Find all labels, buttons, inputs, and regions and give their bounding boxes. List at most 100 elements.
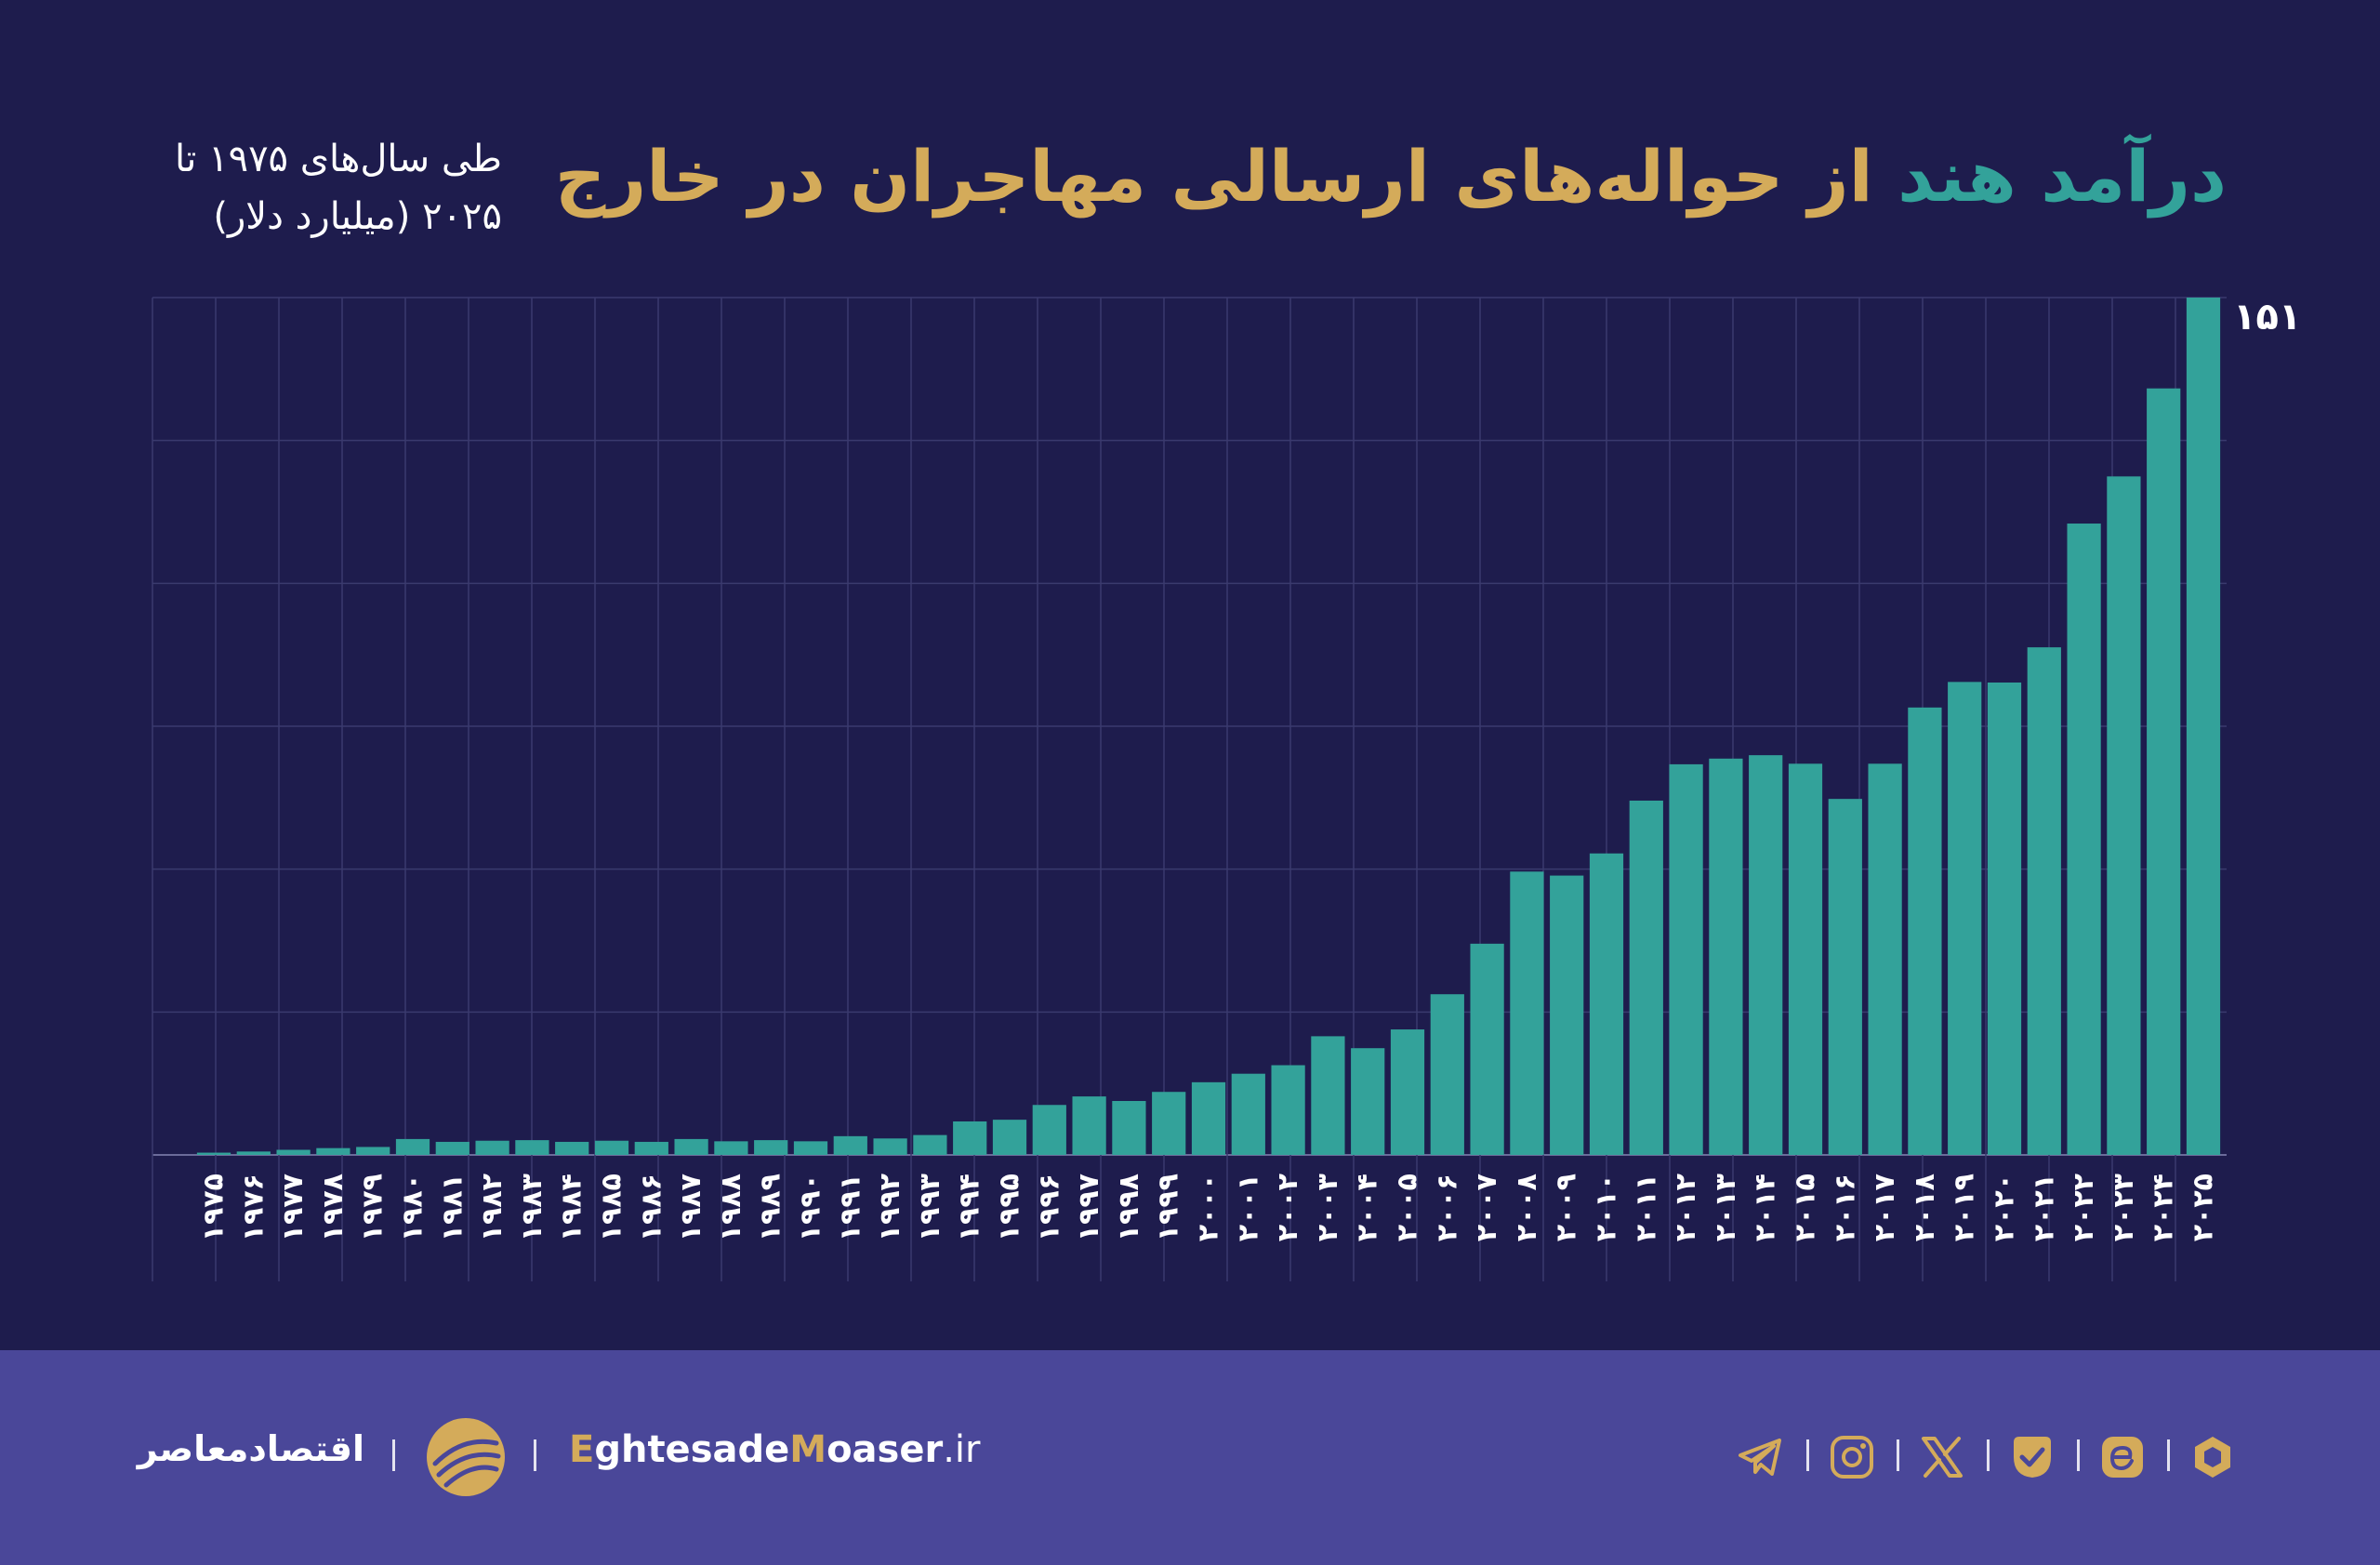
data-labels: ۱۵۱ (2233, 296, 2301, 338)
instagram-icon[interactable] (1828, 1433, 1876, 1481)
bar (1271, 1065, 1305, 1155)
bar (992, 1120, 1027, 1155)
x-tick-label: ۲۰۰۰ (1193, 1174, 1225, 1241)
x-tick-label: ۱۹۸۶ (635, 1174, 668, 1241)
x-tick-label: ۲۰۱۲ (1670, 1174, 1702, 1241)
x-tick-label: ۲۰۲۵ (2188, 1174, 2220, 1241)
bar (316, 1147, 350, 1155)
bar (515, 1140, 549, 1155)
telegram-icon[interactable] (1737, 1433, 1785, 1481)
bar (2067, 524, 2101, 1155)
x-tick-label: ۱۹۹۳ (914, 1174, 946, 1241)
bar (1072, 1096, 1106, 1155)
brand-logo-icon (427, 1418, 505, 1496)
bar (594, 1140, 629, 1155)
x-tick-label: ۱۹۹۸ (1113, 1174, 1145, 1241)
bar (1231, 1073, 1265, 1155)
divider (392, 1439, 395, 1471)
chart-title-rest: از حواله‌های ارسالی مهاجران در خارج (554, 135, 1898, 218)
x-tick-label: ۱۹۷۸ (317, 1174, 350, 1241)
bar (714, 1141, 748, 1155)
bar (953, 1121, 987, 1155)
x-tick-label: ۱۹۷۵ (198, 1174, 231, 1241)
website-link[interactable]: EghtesadeMoaser.ir (569, 1428, 980, 1471)
divider (1806, 1439, 1809, 1471)
x-tick-label: ۱۹۸۸ (715, 1174, 747, 1241)
x-tick-label: ۲۰۱۰ (1591, 1174, 1623, 1241)
x-tick-label: ۱۹۹۹ (1153, 1174, 1185, 1241)
bar (793, 1141, 828, 1155)
x-tick-label: ۲۰۲۴ (2148, 1174, 2180, 1241)
bar (2186, 298, 2221, 1155)
eitaa-icon[interactable] (2098, 1433, 2147, 1481)
x-tick-label: ۲۰۰۸ (1511, 1174, 1543, 1241)
site-tld: .ir (943, 1428, 981, 1471)
bar (1788, 763, 1823, 1155)
rubika-icon[interactable] (2188, 1433, 2237, 1481)
x-tick-label: ۲۰۱۱ (1630, 1174, 1662, 1241)
bar (395, 1138, 430, 1155)
x-tick-label: ۲۰۲۳ (2108, 1174, 2140, 1241)
bar (1390, 1029, 1425, 1155)
bar-chart: ۱۹۷۵ ۱۹۷۶ ۱۹۷۷ ۱۹۷۸ ۱۹۷۹ ۱۹۸۰ ۱۹۸۱ ۱۹۸۲ ۱۹۸۳ ۱۹۸۴… (152, 296, 2301, 1281)
x-tick-label: ۱۹۸۵ (596, 1174, 628, 1241)
bar (236, 1151, 271, 1155)
bar (1828, 799, 1862, 1155)
bar (634, 1141, 668, 1155)
divider (1987, 1439, 1990, 1471)
x-tick-label: ۲۰۰۳ (1312, 1174, 1344, 1241)
bar (1152, 1092, 1186, 1155)
bale-icon[interactable] (2008, 1433, 2056, 1481)
data-label: ۱۵۱ (2233, 296, 2301, 338)
bar (1311, 1036, 1345, 1155)
bar (1629, 800, 1663, 1155)
bar (1749, 755, 1783, 1155)
bar (1908, 707, 1942, 1155)
x-tick-label: ۲۰۰۹ (1551, 1174, 1583, 1241)
bar (1709, 758, 1743, 1155)
bar (1510, 871, 1544, 1155)
divider (1897, 1439, 1899, 1471)
x-tick-label: ۱۹۸۲ (476, 1174, 509, 1241)
bar (674, 1138, 708, 1155)
x-tick-label: ۱۹۹۶ (1033, 1174, 1065, 1241)
bar (555, 1141, 589, 1155)
chart-subtitle: طی سال‌های ۱۹۷۵ تا ۲۰۲۵ (میلیارد دلار) (149, 130, 502, 245)
x-tick-label: ۱۹۸۰ (397, 1174, 430, 1241)
subtitle-line-1: طی سال‌های ۱۹۷۵ تا (175, 138, 502, 180)
site-letter-e: E (569, 1428, 595, 1471)
x-tick-label: ۱۹۸۳ (516, 1174, 549, 1241)
bar (1669, 763, 1703, 1155)
site-letter-m: M (789, 1428, 827, 1471)
divider (2167, 1439, 2170, 1471)
x-tick-label: ۲۰۰۲ (1272, 1174, 1304, 1241)
bar (1191, 1081, 1226, 1155)
x-tick-label: ۲۰۱۶ (1829, 1174, 1861, 1241)
x-tick-label: ۱۹۹۰ (795, 1174, 827, 1241)
x-tick-label: ۲۰۰۶ (1431, 1174, 1463, 1241)
bar (475, 1140, 509, 1155)
bar (2027, 647, 2061, 1155)
bar (1032, 1105, 1066, 1155)
footer: اقتصادمعاصر EghtesadeMoaser.ir (0, 1350, 2380, 1565)
x-tick-label: ۲۰۰۵ (1392, 1174, 1424, 1241)
x-tick-label: ۲۰۲۲ (2068, 1174, 2100, 1241)
bar (1589, 853, 1624, 1155)
x-tick-label: ۱۹۸۹ (755, 1174, 787, 1241)
bar (754, 1140, 788, 1155)
x-icon[interactable] (1918, 1433, 1966, 1481)
x-tick-label: ۱۹۹۴ (954, 1174, 986, 1241)
x-tick-label: ۱۹۸۷ (675, 1174, 707, 1241)
x-axis-labels: ۱۹۷۵ ۱۹۷۶ ۱۹۷۷ ۱۹۷۸ ۱۹۷۹ ۱۹۸۰ ۱۹۸۱ ۱۹۸۲ ۱۹۸۳ ۱۹۸۴… (198, 1174, 2220, 1241)
chart-title-highlight: درآمد هند (1897, 135, 2227, 218)
brand-name: اقتصادمعاصر (137, 1428, 364, 1469)
bar (2147, 388, 2181, 1155)
bar (2107, 476, 2141, 1155)
bar (1948, 682, 1982, 1155)
chart-title: درآمد هند از حواله‌های ارسالی مهاجران در… (555, 130, 2227, 223)
bar (1351, 1048, 1385, 1155)
x-tick-label: ۱۹۸۴ (556, 1174, 588, 1241)
bar (196, 1152, 231, 1155)
x-tick-label: ۱۹۷۶ (237, 1174, 270, 1241)
x-tick-label: ۲۰۱۳ (1710, 1174, 1742, 1241)
